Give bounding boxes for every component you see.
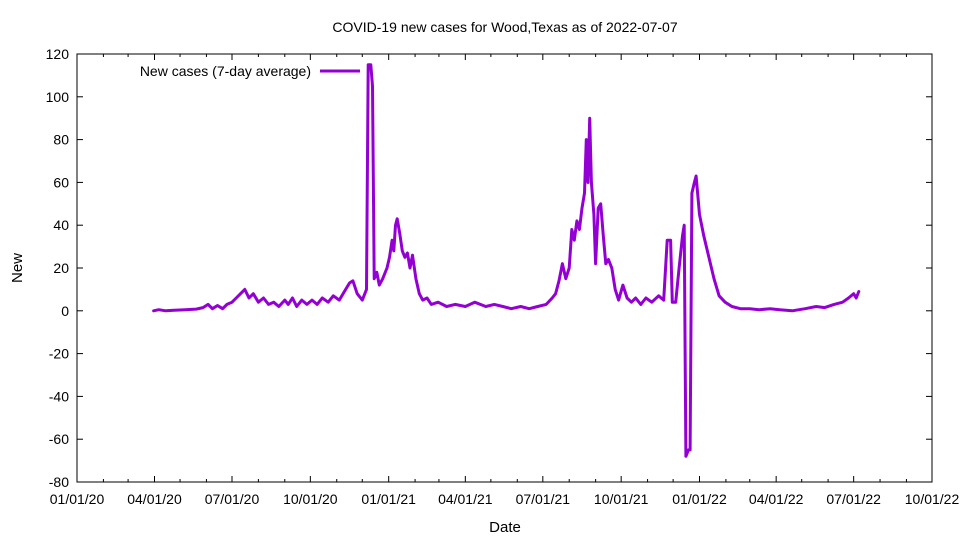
y-tick-label: 20 — [53, 260, 69, 276]
y-tick-label: -60 — [49, 431, 69, 447]
x-tick-label: 10/01/21 — [594, 491, 649, 507]
y-tick-labels: -80 -60 -40 -20 0 20 40 60 80 100 120 — [46, 46, 70, 490]
x-tick-label: 07/01/22 — [826, 491, 881, 507]
y-tick-label: -80 — [49, 474, 69, 490]
chart-title: COVID-19 new cases for Wood,Texas as of … — [332, 19, 677, 35]
legend-label: New cases (7-day average) — [140, 63, 311, 79]
x-tick-label: 01/01/21 — [361, 491, 416, 507]
legend: New cases (7-day average) — [140, 63, 360, 79]
y-tick-label: 60 — [53, 174, 69, 190]
y-tick-label: 120 — [46, 46, 70, 62]
x-tick-labels: 01/01/20 04/01/20 07/01/20 10/01/20 01/01/21… — [50, 491, 960, 507]
x-tick-label: 04/01/22 — [749, 491, 804, 507]
y-tick-label: -20 — [49, 346, 69, 362]
plot-frame — [76, 53, 933, 483]
y-tick-label: 40 — [53, 217, 69, 233]
x-tick-label: 10/01/22 — [905, 491, 960, 507]
x-tick-label: 10/01/20 — [283, 491, 338, 507]
y-tick-label: -40 — [49, 388, 69, 404]
x-tick-label: 04/01/21 — [438, 491, 493, 507]
x-tick-label: 07/01/21 — [516, 491, 571, 507]
y-axis-label: New — [9, 253, 26, 283]
x-tick-label: 01/01/22 — [672, 491, 727, 507]
x-tick-label: 04/01/20 — [127, 491, 182, 507]
y-tick-label: 100 — [46, 89, 70, 105]
x-tick-label: 01/01/20 — [50, 491, 105, 507]
y-tick-label: 80 — [53, 132, 69, 148]
y-tick-label: 0 — [61, 303, 69, 319]
x-axis-label: Date — [489, 519, 521, 536]
series-line-new-cases — [152, 63, 861, 458]
x-tick-label: 07/01/20 — [205, 491, 260, 507]
